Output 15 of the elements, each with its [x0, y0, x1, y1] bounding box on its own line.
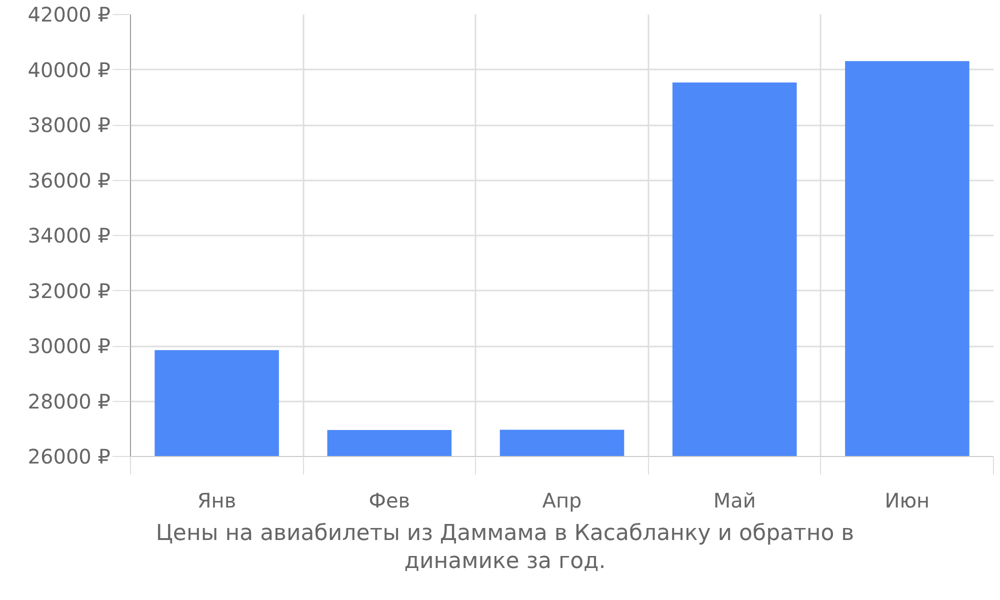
y-tick-label: 26000 ₽: [28, 444, 111, 468]
y-tick-label: 36000 ₽: [28, 168, 111, 192]
y-tick-label: 40000 ₽: [28, 58, 111, 82]
y-tick-label: 32000 ₽: [28, 278, 111, 303]
x-tick-label: Май: [713, 488, 756, 512]
text: Цены на авиабилеты из Даммама в Касабланку и обратно в динамике за год.: [154, 520, 856, 576]
y-tick-label: 34000 ₽: [28, 224, 111, 248]
x-tick-label: Фев: [368, 488, 410, 512]
y-tick-label: 38000 ₽: [28, 113, 111, 137]
y-tick-label: 42000 ₽: [28, 2, 111, 26]
y-tick-label: 30000 ₽: [28, 334, 111, 358]
x-tick-label: Июн: [884, 488, 930, 512]
x-tick-label: Янв: [197, 488, 236, 512]
y-tick-label: 28000 ₽: [28, 389, 111, 414]
x-tick-label: Апр: [542, 488, 582, 512]
